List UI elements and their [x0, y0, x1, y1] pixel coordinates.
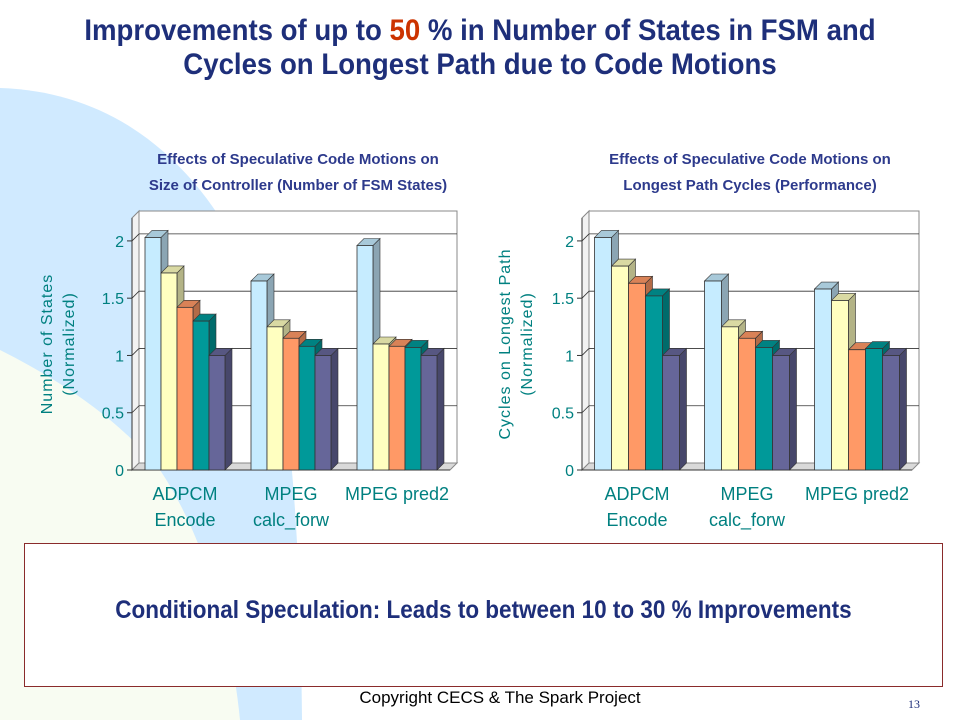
bar-c2-s5 — [771, 347, 798, 471]
y-tick-label: 1.5 — [552, 291, 574, 308]
title-line1-pre: Improvements of up to — [84, 14, 390, 47]
y-axis-label-line-1: Number of States — [39, 274, 56, 415]
bar-front — [282, 337, 300, 471]
y-tick-label: 0.5 — [102, 406, 124, 423]
chart-side-wall — [581, 209, 590, 472]
bar-front — [848, 349, 866, 471]
bar-front — [388, 345, 406, 471]
chart-gridline — [131, 348, 140, 356]
callout-box: Conditional Speculation: Leads to betwee… — [24, 543, 943, 687]
bar-front — [144, 237, 162, 471]
bar-front — [314, 355, 332, 471]
title-line2: Cycles on Longest Path due to Code Motio… — [183, 48, 777, 81]
bar-front — [721, 326, 739, 471]
chart-gridline — [581, 290, 590, 299]
y-axis-label-line-2: (Normalized) — [61, 292, 78, 396]
bar-front — [882, 355, 900, 471]
bar-front — [772, 355, 790, 471]
bar-front — [208, 355, 226, 471]
x-category-label: MPEG — [264, 484, 317, 504]
callout-text: Conditional Speculation: Leads to betwee… — [115, 596, 852, 624]
chart-fsm-states: Effects of Speculative Code Motions on Si… — [39, 151, 459, 531]
bar-c2-s5 — [314, 347, 339, 471]
bar-front — [420, 355, 438, 471]
chart-gridline — [131, 290, 140, 299]
chart-gridline — [131, 233, 140, 242]
x-category-label: Encode — [154, 510, 215, 530]
x-category-label: calc_forw — [253, 510, 330, 531]
chart-title-line-1: Effects of Speculative Code Motions on — [609, 151, 891, 168]
y-tick-label: 1 — [565, 348, 574, 365]
bar-front — [645, 295, 663, 471]
chart-title-line-1: Effects of Speculative Code Motions on — [157, 151, 439, 168]
title-highlight-number: 50 — [389, 14, 421, 47]
bar-front — [266, 326, 284, 471]
x-category-label: MPEG — [720, 484, 773, 504]
bar-c3-s5 — [420, 347, 445, 471]
title-line1-post: % in Number of States in FSM and — [420, 14, 876, 47]
y-tick-label: 1.5 — [102, 291, 124, 308]
bar-c1-s5 — [661, 347, 688, 471]
chart-gridline — [131, 405, 140, 414]
bar-front — [865, 348, 883, 471]
bar-side — [436, 347, 445, 471]
slide-title: Improvements of up to 50 % in Number of … — [38, 14, 921, 82]
y-tick-label: 0 — [565, 463, 574, 480]
bar-side — [224, 347, 233, 471]
bar-side — [679, 347, 687, 471]
x-category-label: ADPCM — [604, 484, 669, 504]
bar-front — [176, 306, 194, 471]
bar-front — [192, 320, 210, 471]
bar-front — [356, 245, 374, 471]
x-category-label: ADPCM — [152, 484, 217, 504]
y-tick-label: 1 — [115, 348, 124, 365]
bar-front — [814, 288, 832, 471]
x-category-label: calc_forw — [709, 510, 786, 531]
chart-title-line-2: Size of Controller (Number of FSM States… — [149, 177, 447, 194]
bar-c3-s5 — [881, 347, 908, 471]
bar-front — [250, 280, 268, 471]
bar-front — [704, 280, 722, 471]
bar-c1-s5 — [208, 347, 233, 471]
page-number: 13 — [908, 697, 920, 711]
bar-front — [611, 265, 629, 471]
chart-gridline — [581, 233, 590, 242]
bar-front — [404, 347, 422, 471]
bar-front — [662, 355, 680, 471]
bar-front — [594, 237, 612, 471]
chart-title-line-2: Longest Path Cycles (Performance) — [623, 177, 876, 194]
bar-side — [789, 347, 797, 471]
y-tick-label: 2 — [115, 234, 124, 251]
bar-front — [831, 300, 849, 471]
bar-front — [738, 337, 756, 471]
y-axis-label-line-2: (Normalized) — [519, 292, 536, 396]
y-tick-label: 0 — [115, 463, 124, 480]
footer-copyright: Copyright CECS & The Spark Project — [359, 688, 641, 707]
bar-front — [755, 347, 773, 471]
y-axis-label-line-1: Cycles on Longest Path — [497, 249, 514, 440]
x-category-label: MPEG pred2 — [345, 484, 449, 504]
chart-side-wall — [131, 209, 140, 472]
chart-longest-path-cycles: Effects of Speculative Code Motions on Lo… — [497, 151, 921, 531]
bar-front — [160, 272, 178, 471]
bar-front — [628, 282, 646, 471]
chart-gridline — [581, 348, 590, 356]
x-category-label: MPEG pred2 — [805, 484, 909, 504]
y-tick-label: 2 — [565, 234, 574, 251]
x-category-label: Encode — [606, 510, 667, 530]
y-tick-label: 0.5 — [552, 406, 574, 423]
bar-side — [899, 347, 907, 471]
bar-front — [372, 343, 390, 471]
chart-gridline — [581, 405, 590, 414]
bar-side — [330, 347, 339, 471]
bar-front — [298, 345, 316, 471]
